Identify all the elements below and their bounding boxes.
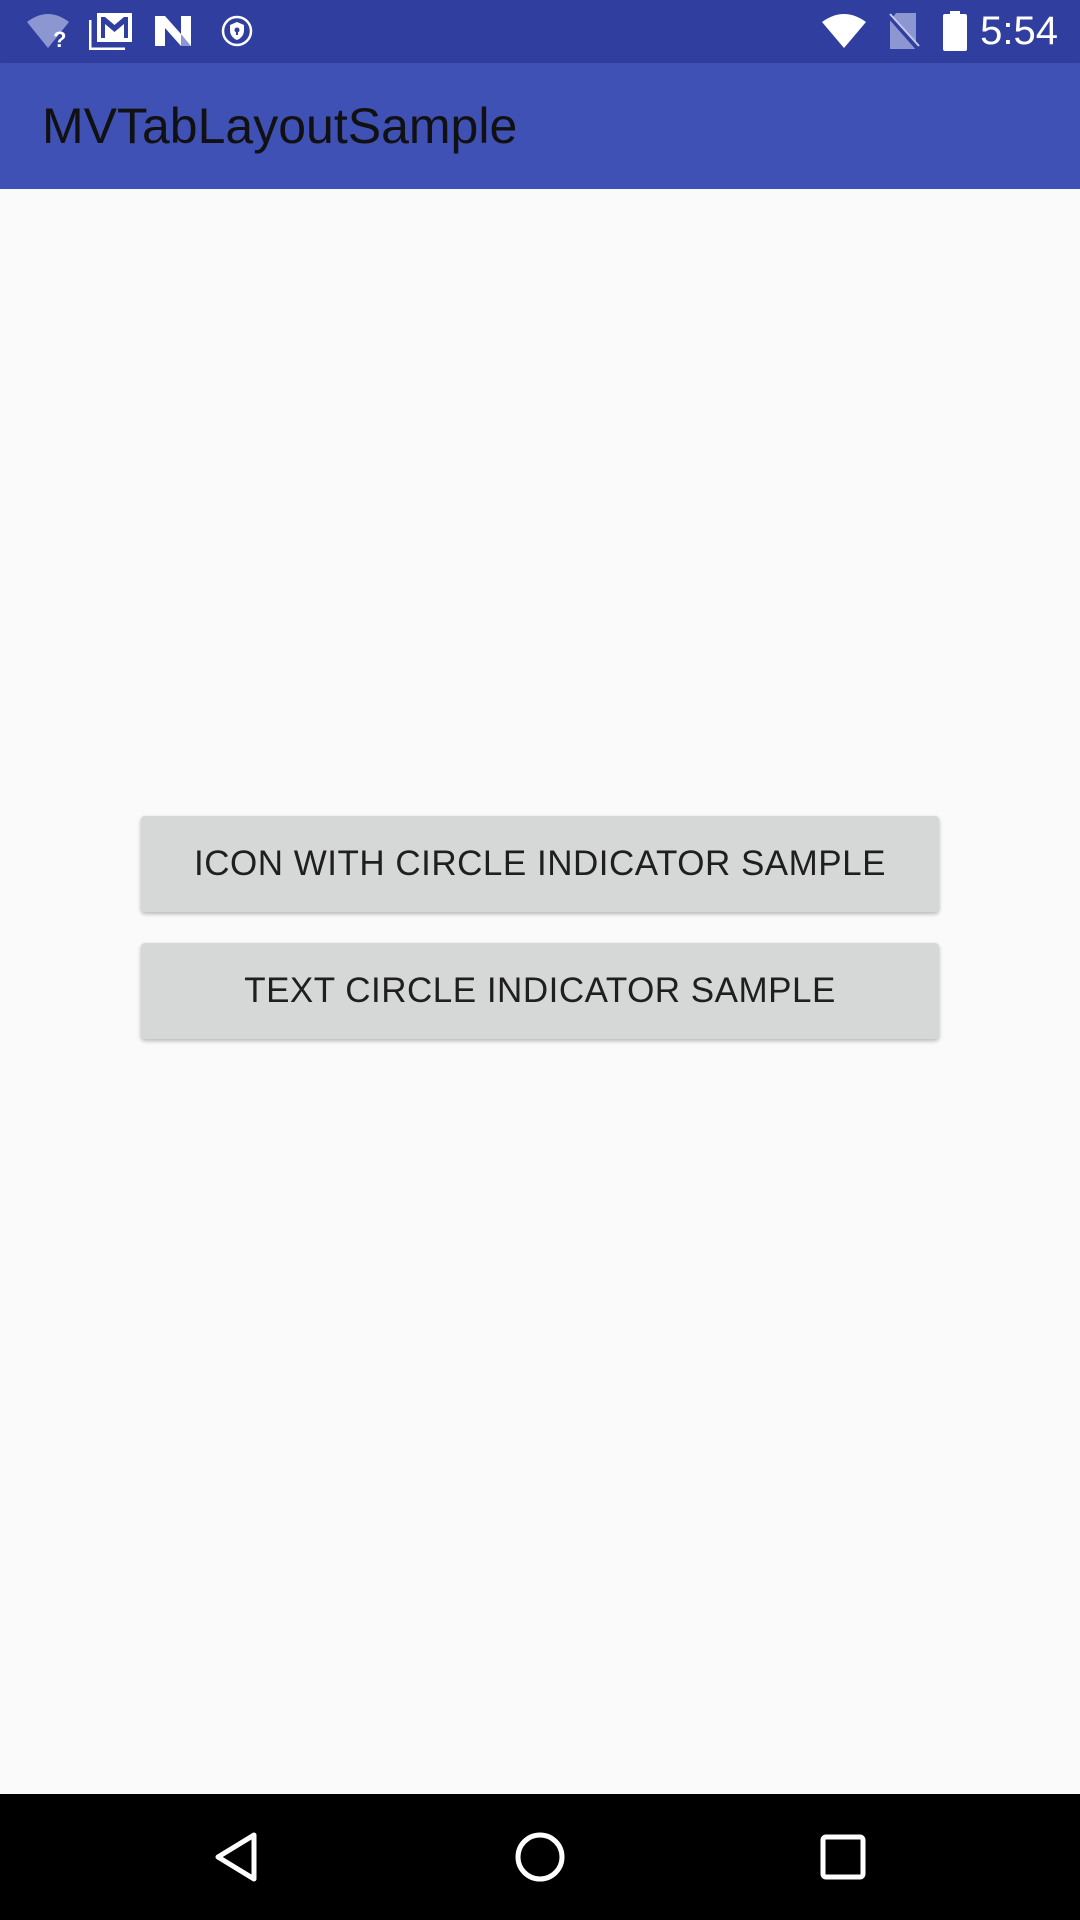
text-circle-indicator-sample-button[interactable]: TEXT CIRCLE INDICATOR SAMPLE [141,943,939,1039]
wifi-unknown-icon: ? [24,10,72,52]
status-bar: ? [0,0,1080,63]
navigation-bar [0,1794,1080,1920]
gmail-icon [88,10,134,52]
main-content: ICON WITH CIRCLE INDICATOR SAMPLE TEXT C… [0,189,1080,1794]
app-bar: MVTabLayoutSample [0,63,1080,189]
no-sim-icon [884,10,922,52]
wifi-icon [820,10,868,52]
icon-circle-indicator-sample-button[interactable]: ICON WITH CIRCLE INDICATOR SAMPLE [141,816,939,912]
status-time: 5:54 [980,9,1058,53]
shield-icon [220,10,254,52]
app-title: MVTabLayoutSample [42,98,518,154]
battery-icon [940,10,970,52]
svg-text:?: ? [53,27,66,50]
home-icon[interactable] [500,1817,580,1897]
back-icon[interactable] [198,1817,278,1897]
n-icon [152,10,194,52]
recents-icon[interactable] [803,1817,883,1897]
